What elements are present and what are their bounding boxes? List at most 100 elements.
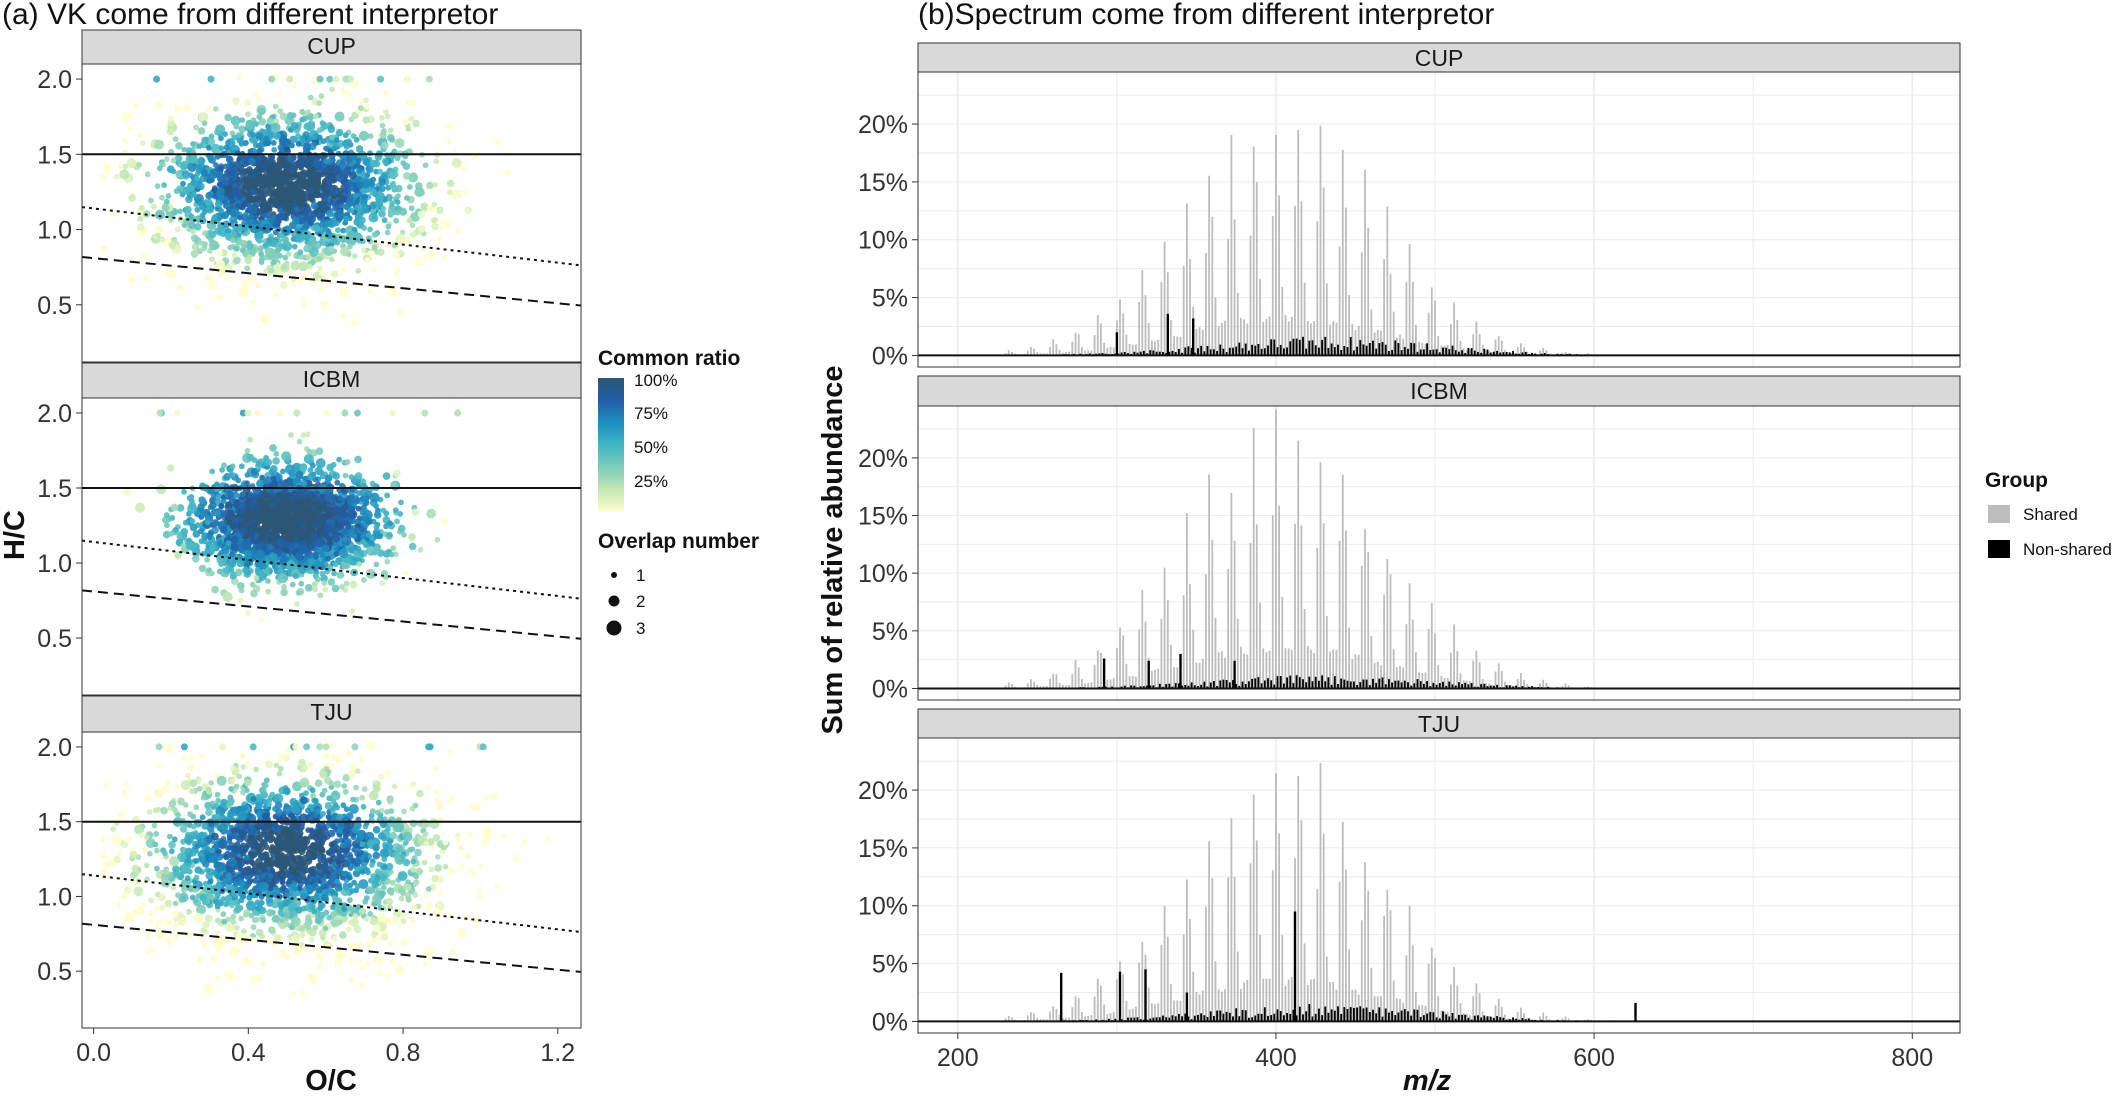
vk-point xyxy=(241,540,252,550)
vk-point xyxy=(417,210,426,219)
vk-point xyxy=(334,515,341,521)
vk-point xyxy=(191,243,200,251)
vk-point xyxy=(261,164,268,171)
vk-point xyxy=(481,835,492,846)
vk-point xyxy=(303,454,314,464)
vk-point xyxy=(200,169,209,177)
vk-point xyxy=(247,812,253,819)
vk-point xyxy=(316,100,323,106)
vk-point xyxy=(324,492,335,503)
vk-point xyxy=(464,206,473,214)
vk-point xyxy=(305,121,316,132)
vk-point xyxy=(272,914,281,923)
vk-point xyxy=(425,75,433,83)
vk-point xyxy=(240,789,246,796)
vk-point xyxy=(379,131,387,139)
vk-point xyxy=(410,99,417,106)
vk-point xyxy=(272,103,279,110)
vk-point xyxy=(297,249,304,256)
vk-point xyxy=(298,544,309,555)
vk-point xyxy=(250,589,258,598)
vk-point xyxy=(394,209,401,216)
vk-point xyxy=(100,174,107,180)
vk-point xyxy=(316,465,323,472)
vk-point xyxy=(337,496,344,502)
vk-point xyxy=(410,866,417,873)
vk-point xyxy=(320,300,329,309)
vk-point xyxy=(207,282,216,290)
vk-point xyxy=(211,187,218,193)
vk-point xyxy=(351,80,360,89)
vk-point xyxy=(319,171,326,178)
vk-point xyxy=(400,160,407,167)
vk-point xyxy=(141,252,148,258)
vk-point xyxy=(373,511,382,519)
vk-point xyxy=(301,115,308,122)
vk-point xyxy=(214,129,220,136)
vk-point xyxy=(277,508,284,514)
vk-point xyxy=(311,522,317,529)
vk-point xyxy=(401,808,407,815)
vk-point xyxy=(319,120,326,126)
vk-point xyxy=(103,782,110,788)
vk-point xyxy=(445,138,452,144)
vk-point xyxy=(482,826,493,837)
vk-point xyxy=(282,176,288,182)
vk-point xyxy=(173,409,181,417)
vk-point xyxy=(301,230,312,240)
vk-point xyxy=(321,528,328,534)
vk-point xyxy=(255,132,264,140)
vk-point xyxy=(253,575,260,581)
vk-point xyxy=(202,511,209,518)
vk-point xyxy=(389,879,396,886)
vk-point xyxy=(409,917,416,924)
vk-point xyxy=(254,157,261,164)
vk-point xyxy=(333,137,340,144)
vk-point xyxy=(342,132,349,139)
vk-point xyxy=(261,500,272,511)
vk-point xyxy=(244,472,251,478)
vk-point xyxy=(138,205,145,211)
vk-point xyxy=(230,535,239,544)
vk-point xyxy=(335,227,341,234)
vk-point xyxy=(210,955,218,963)
vk-point xyxy=(314,779,323,787)
vk-point xyxy=(401,531,407,538)
vk-point xyxy=(392,251,400,259)
vk-point xyxy=(181,488,187,495)
vk-point xyxy=(410,781,417,787)
vk-point xyxy=(433,765,440,772)
vk-point xyxy=(159,236,166,243)
vk-point xyxy=(155,762,162,769)
vk-point xyxy=(434,854,441,860)
vk-point xyxy=(325,555,331,562)
vk-point xyxy=(190,192,197,199)
vk-point xyxy=(238,125,246,133)
vk-point xyxy=(244,409,252,417)
vk-point xyxy=(388,210,394,217)
vk-point xyxy=(164,156,170,163)
vk-point xyxy=(175,142,183,150)
vk-point xyxy=(387,520,393,527)
vk-point xyxy=(264,518,270,525)
vk-point xyxy=(228,567,235,573)
vk-point xyxy=(272,457,280,465)
vk-point xyxy=(168,241,177,250)
panel-b-title: (b)Spectrum come from different interpre… xyxy=(918,0,1494,31)
vk-point xyxy=(408,205,415,212)
vk-point xyxy=(199,483,207,491)
vk-point xyxy=(284,225,291,232)
vk-point xyxy=(306,479,313,486)
vk-point xyxy=(186,147,192,154)
vk-point xyxy=(180,180,186,187)
vk-point xyxy=(316,127,323,134)
vk-point xyxy=(381,158,388,164)
vk-point xyxy=(400,938,409,947)
vk-point xyxy=(172,136,179,143)
vk-point xyxy=(208,570,215,577)
vk-point xyxy=(254,566,261,573)
vk-point xyxy=(277,108,284,114)
vk-point xyxy=(179,917,187,925)
vk-point xyxy=(216,215,223,222)
vk-point xyxy=(358,98,364,105)
